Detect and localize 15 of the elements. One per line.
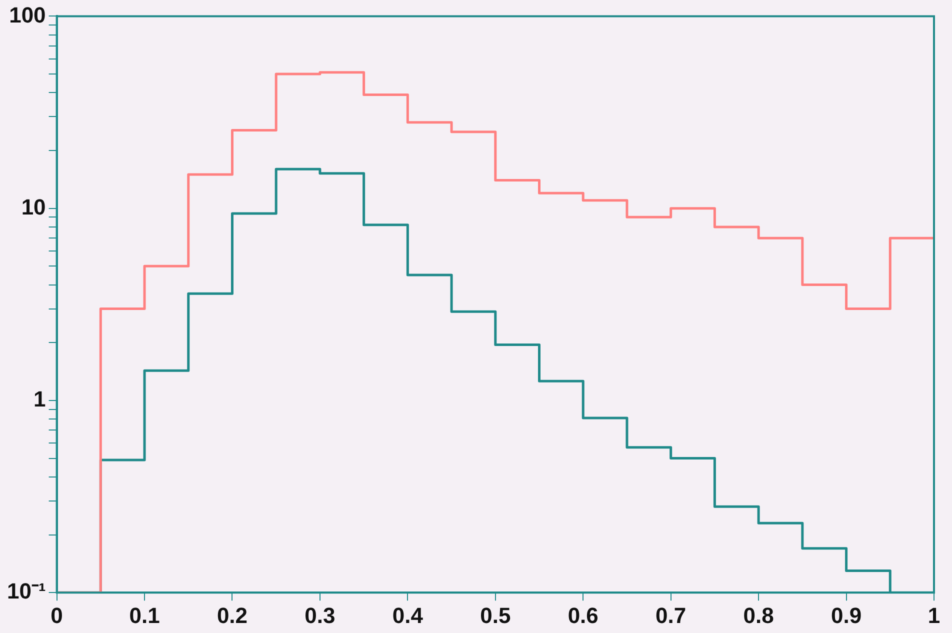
x-tick-label: 0.3 (304, 602, 336, 628)
x-tick-label: 1 (928, 602, 940, 628)
y-tick-label: 1 (34, 386, 46, 412)
x-tick-label: 0.9 (830, 602, 862, 628)
x-tick-label: 0.4 (392, 602, 424, 628)
y-tick-label: 10⁻¹ (7, 578, 46, 604)
x-tick-label: 0.6 (568, 602, 598, 628)
y-tick-label: 10 (21, 194, 46, 220)
x-tick-label: 0.5 (480, 602, 511, 628)
x-tick-label: 0.8 (743, 602, 774, 628)
x-tick-label: 0.7 (656, 602, 686, 628)
y-tick-label: 100 (9, 2, 46, 28)
x-tick-label: 0.1 (129, 602, 160, 628)
x-tick-label: 0 (50, 602, 63, 628)
x-tick-label: 0.2 (216, 602, 248, 628)
